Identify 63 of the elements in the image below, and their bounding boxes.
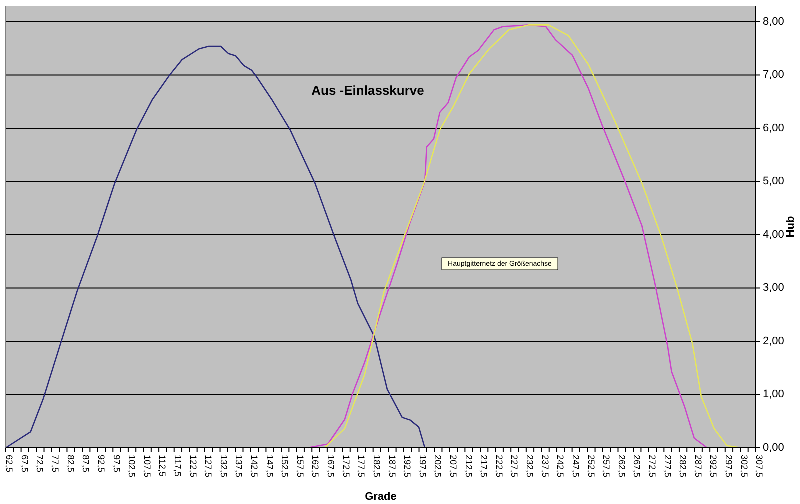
y2-tick-label: 6,00 [763,122,784,134]
x-tick-label: 82,5 [66,455,76,473]
x-tick-label: 257,5 [602,455,612,478]
x-tick-label: 227,5 [510,455,520,478]
x-tick-label: 132,5 [218,455,229,478]
x-tick-label: 92,5 [96,455,106,473]
x-tick-label: 137,5 [234,455,244,478]
y2-axis-title: Hub [785,216,797,238]
y2-tick-label: 1,00 [763,388,784,401]
x-tick-label: 107,5 [142,455,152,478]
x-axis-title: Grade [365,491,397,503]
x-tick-label: 237,5 [540,455,550,478]
text: Aus -Einlasskurve [312,83,424,98]
x-tick-label: 252,5 [586,455,596,478]
x-tick-label: 127,5 [204,455,214,478]
x-tick-label: 262,5 [616,455,627,478]
y2-tick-label: 2,00 [763,335,784,348]
x-tick-label: 307,5 [754,455,765,478]
x-tick-label: 247,5 [570,455,581,478]
y2-tick-label: 4,00 [763,228,784,241]
x-tick-label: 267,5 [632,455,642,478]
x-tick-label: 287,5 [693,455,704,478]
x-tick-label: 77,5 [50,455,61,473]
x-tick-label: 197,5 [418,455,428,478]
x-tick-label: 112,5 [158,455,168,477]
x-tick-label: 142,5 [250,455,260,478]
x-tick-label: 277,5 [662,455,673,478]
x-tick-label: 122,5 [188,455,198,478]
x-tick-label: 102,5 [127,455,138,478]
x-tick-label: 157,5 [295,455,306,478]
y2-tick-label: 5,00 [763,176,784,188]
x-tick-label: 207,5 [448,455,459,478]
x-tick-label: 187,5 [387,455,398,478]
x-tick-label: 292,5 [708,455,719,478]
x-tick-label: 242,5 [556,455,566,478]
x-tick-label: 147,5 [264,455,275,478]
y2-tick-label: 8,00 [763,16,784,28]
x-tick-label: 97,5 [112,455,122,473]
line-series [5,46,426,449]
y2-tick-label: 0,00 [763,442,784,454]
y2-tick-label: 3,00 [763,282,784,294]
x-tick-label: 67,5 [20,455,30,473]
x-tick-label: 172,5 [341,455,352,478]
x-tick-label: 212,5 [464,455,474,478]
x-tick-label: 117,5 [172,455,183,477]
x-tick-label: 62,5 [4,455,15,473]
x-tick-label: 202,5 [433,455,444,478]
x-tick-label: 217,5 [479,455,490,478]
x-tick-label: 182,5 [372,455,382,478]
x-tick-label: 152,5 [280,455,290,478]
x-tick-label: 167,5 [326,455,336,478]
x-tick-label: 87,5 [81,455,92,473]
x-tick-label: 302,5 [739,455,750,478]
x-tick-label: 192,5 [402,455,413,478]
x-tick-label: 72,5 [35,455,46,473]
y2-tick-label: 7,00 [763,69,784,82]
x-tick-label: 232,5 [525,455,536,478]
x-tick-label: 177,5 [356,455,367,478]
x-tick-label: 162,5 [310,455,321,478]
x-tick-label: 282,5 [678,455,688,478]
x-tick-label: 272,5 [647,455,658,478]
x-tick-label: 297,5 [724,455,734,478]
x-tick-label: 222,5 [494,455,504,478]
